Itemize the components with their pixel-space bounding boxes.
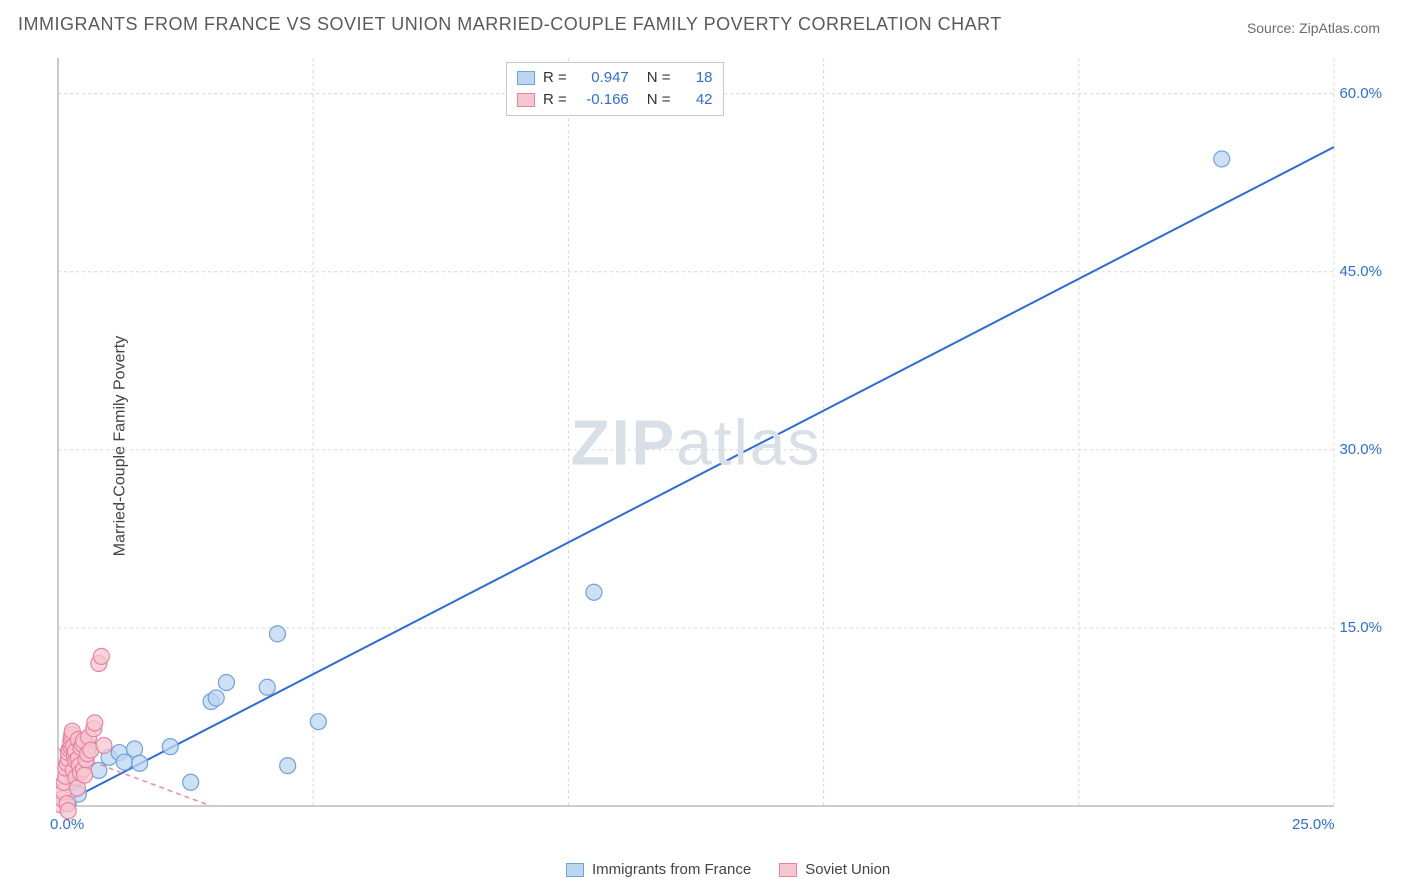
r-value-soviet: -0.166 xyxy=(579,89,629,111)
chart-title: IMMIGRANTS FROM FRANCE VS SOVIET UNION M… xyxy=(18,14,1002,35)
n-label: N = xyxy=(647,67,671,89)
swatch-france xyxy=(517,71,535,85)
stats-legend: R = 0.947 N = 18 R = -0.166 N = 42 xyxy=(506,62,724,116)
scatter-plot: ZIPatlas xyxy=(56,56,1336,836)
r-label: R = xyxy=(543,89,567,111)
legend-item-soviet: Soviet Union xyxy=(779,861,890,878)
legend-label-france: Immigrants from France xyxy=(592,861,751,878)
legend-item-france: Immigrants from France xyxy=(566,861,751,878)
y-tick: 60.0% xyxy=(1339,85,1382,102)
r-label: R = xyxy=(543,67,567,89)
source-attribution: Source: ZipAtlas.com xyxy=(1247,20,1380,36)
legend-label-soviet: Soviet Union xyxy=(805,861,890,878)
y-tick: 15.0% xyxy=(1339,619,1382,636)
stats-row-soviet: R = -0.166 N = 42 xyxy=(517,89,713,111)
swatch-soviet xyxy=(517,93,535,107)
y-tick: 30.0% xyxy=(1339,441,1382,458)
n-value-soviet: 42 xyxy=(683,89,713,111)
legend-swatch-soviet xyxy=(779,863,797,877)
stats-row-france: R = 0.947 N = 18 xyxy=(517,67,713,89)
n-label: N = xyxy=(647,89,671,111)
x-tick: 25.0% xyxy=(1292,816,1335,833)
r-value-france: 0.947 xyxy=(579,67,629,89)
chart-svg xyxy=(56,56,1336,836)
x-tick: 0.0% xyxy=(50,816,84,833)
y-tick: 45.0% xyxy=(1339,263,1382,280)
legend-swatch-france xyxy=(566,863,584,877)
series-legend: Immigrants from France Soviet Union xyxy=(566,861,890,878)
n-value-france: 18 xyxy=(683,67,713,89)
